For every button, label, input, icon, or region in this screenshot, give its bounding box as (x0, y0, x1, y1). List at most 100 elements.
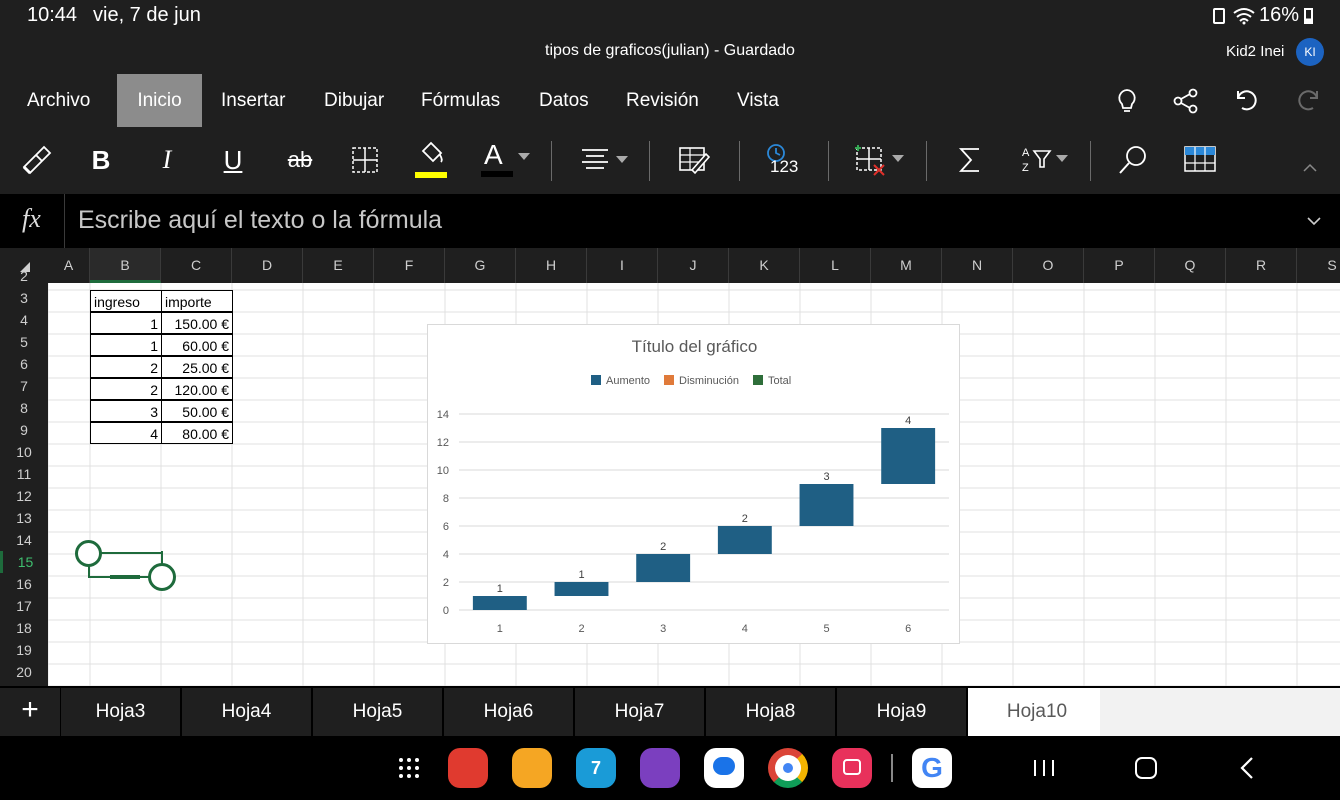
column-header[interactable]: N (942, 248, 1013, 283)
avatar[interactable]: KI (1296, 38, 1324, 66)
row-header[interactable]: 3 (20, 290, 28, 306)
importe-cell[interactable]: 60.00 € (161, 334, 233, 356)
row-header[interactable]: 13 (16, 510, 32, 526)
column-header[interactable]: B (90, 248, 161, 283)
camera-app-icon[interactable] (832, 748, 872, 788)
format-as-table-icon[interactable] (1184, 146, 1216, 172)
column-header[interactable]: R (1226, 248, 1297, 283)
tab-vista[interactable]: Vista (737, 90, 779, 111)
importe-cell[interactable]: 25.00 € (161, 356, 233, 378)
chart-bar[interactable] (717, 526, 772, 554)
column-header[interactable]: O (1013, 248, 1084, 283)
back-icon[interactable] (1238, 756, 1256, 780)
autosum-icon[interactable] (957, 145, 983, 175)
sheet-tab[interactable]: Hoja9 (837, 688, 967, 736)
table-header-importe[interactable]: importe (161, 290, 233, 312)
files-app-icon[interactable] (512, 748, 552, 788)
formula-input[interactable]: Escribe aquí el texto o la fórmula (78, 206, 443, 234)
column-header[interactable]: F (374, 248, 445, 283)
chart-title[interactable]: Título del gráfico (631, 337, 758, 356)
sheet-tab[interactable]: Hoja3 (61, 688, 181, 736)
tab-dibujar[interactable]: Dibujar (324, 90, 385, 111)
table-header-ingreso[interactable]: ingreso (90, 290, 162, 312)
app-drawer-icon[interactable] (397, 756, 421, 780)
underline-button[interactable]: U (223, 144, 243, 175)
add-sheet-button[interactable]: + (0, 688, 60, 736)
borders-icon[interactable] (351, 146, 379, 174)
home-icon[interactable] (1134, 756, 1158, 780)
row-header[interactable]: 14 (16, 532, 32, 548)
ingreso-cell[interactable]: 2 (90, 378, 162, 400)
column-header[interactable]: A (48, 248, 90, 283)
format-painter-icon[interactable] (20, 145, 52, 175)
row-header[interactable]: 19 (16, 642, 32, 658)
sheet-tab[interactable]: Hoja10 (968, 688, 1107, 736)
sheet-tab[interactable]: Hoja5 (313, 688, 443, 736)
sheet-tab[interactable]: Hoja4 (182, 688, 312, 736)
column-header[interactable]: C (161, 248, 232, 283)
importe-cell[interactable]: 120.00 € (161, 378, 233, 400)
row-header[interactable]: 9 (20, 422, 28, 438)
chart-bar[interactable] (636, 554, 691, 582)
column-header[interactable]: K (729, 248, 800, 283)
row-header[interactable]: 2 (20, 268, 28, 284)
row-header[interactable]: 8 (20, 400, 28, 416)
chart-legend[interactable]: Aumento Disminución Total (591, 375, 791, 387)
user-name[interactable]: Kid2 Inei (1226, 43, 1285, 60)
row-header[interactable]: 10 (16, 444, 32, 460)
row-header[interactable]: 7 (20, 378, 28, 394)
tab-archivo[interactable]: Archivo (27, 90, 91, 111)
row-header[interactable]: 12 (16, 488, 32, 504)
importe-cell[interactable]: 150.00 € (161, 312, 233, 334)
notes-app-icon[interactable] (448, 748, 488, 788)
selection-handle-start[interactable] (75, 540, 102, 567)
column-header[interactable]: I (587, 248, 658, 283)
column-header[interactable]: S (1297, 248, 1340, 283)
chart-bar[interactable] (799, 484, 854, 526)
apps-folder-icon[interactable] (640, 748, 680, 788)
sheet-tab[interactable]: Hoja8 (706, 688, 836, 736)
ingreso-cell[interactable]: 1 (90, 334, 162, 356)
sheet-tab[interactable]: Hoja6 (444, 688, 574, 736)
ingreso-cell[interactable]: 3 (90, 400, 162, 422)
redo-icon[interactable] (1295, 88, 1321, 112)
column-header[interactable]: L (800, 248, 871, 283)
tab-inicio[interactable]: Inicio (117, 74, 202, 127)
insert-delete-cells-button[interactable] (854, 143, 906, 177)
chrome-app-icon[interactable] (768, 748, 808, 788)
tab-revision[interactable]: Revisión (626, 90, 699, 111)
row-header[interactable]: 18 (16, 620, 32, 636)
select-all-icon[interactable] (18, 260, 32, 274)
waterfall-chart[interactable]: Título del gráfico Aumento Disminución T… (427, 324, 960, 644)
google-app-icon[interactable]: G (912, 748, 952, 788)
column-header[interactable]: E (303, 248, 374, 283)
share-icon[interactable] (1173, 88, 1199, 114)
calendar-app-icon[interactable]: 7 (576, 748, 616, 788)
row-header[interactable]: 17 (16, 598, 32, 614)
row-header[interactable]: 11 (16, 466, 32, 482)
column-header[interactable]: H (516, 248, 587, 283)
ingreso-cell[interactable]: 1 (90, 312, 162, 334)
tab-datos[interactable]: Datos (539, 90, 589, 111)
importe-cell[interactable]: 50.00 € (161, 400, 233, 422)
worksheet-grid[interactable]: ingreso importe 1 150.00 €1 60.00 €2 25.00 … (48, 283, 1340, 686)
messages-app-icon[interactable] (704, 748, 744, 788)
column-header[interactable]: G (445, 248, 516, 283)
chart-bar[interactable] (554, 582, 609, 596)
row-header[interactable]: 20 (16, 664, 32, 680)
collapse-ribbon-icon[interactable] (1302, 163, 1318, 173)
font-color-button[interactable]: A (481, 139, 530, 177)
fill-color-button[interactable] (415, 141, 447, 178)
sheet-tab[interactable]: Hoja7 (575, 688, 705, 736)
ingreso-cell[interactable]: 2 (90, 356, 162, 378)
tab-formulas[interactable]: Fórmulas (421, 90, 501, 111)
tab-insertar[interactable]: Insertar (221, 90, 286, 111)
recent-apps-icon[interactable] (1032, 758, 1056, 778)
selection-handle-end[interactable] (148, 563, 176, 591)
lightbulb-icon[interactable] (1116, 88, 1138, 114)
row-header[interactable]: 15 (0, 551, 48, 573)
search-icon[interactable] (1117, 144, 1149, 176)
column-header[interactable]: Q (1155, 248, 1226, 283)
wrap-format-icon[interactable] (678, 144, 710, 176)
